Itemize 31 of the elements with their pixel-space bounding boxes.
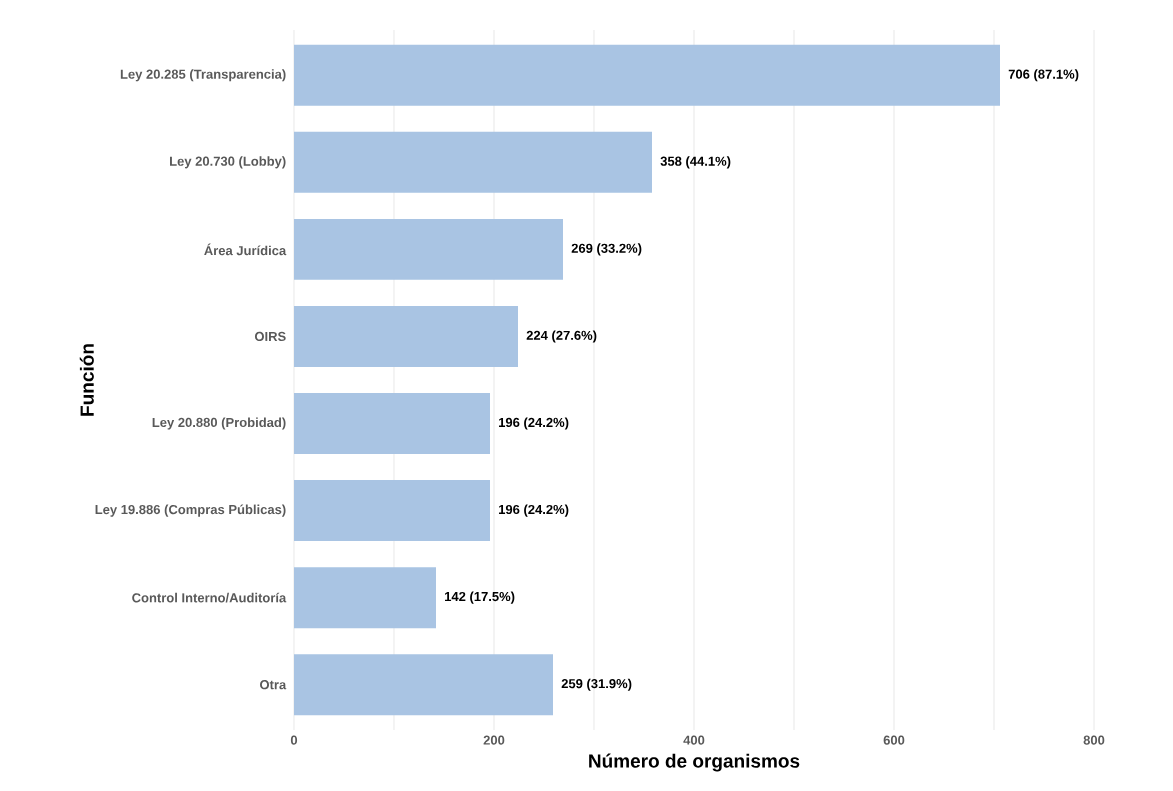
data-label: 358 (44.1%) [660, 156, 731, 169]
data-label: 269 (33.2%) [571, 243, 642, 256]
bar [294, 44, 1000, 106]
bar [294, 131, 652, 193]
x-tick-label: 0 [290, 735, 298, 745]
data-label: 196 (24.2%) [499, 504, 569, 517]
bar [294, 480, 490, 542]
data-label: 142 (17.5%) [445, 591, 515, 604]
x-axis-title: Número de organismos [589, 753, 800, 772]
bar [294, 305, 518, 367]
y-tick-label: Área Jurídica [204, 243, 287, 256]
y-axis-title: Función [79, 344, 94, 416]
bar [294, 218, 563, 280]
data-label: 196 (24.2%) [499, 417, 569, 430]
y-tick-label: Otra [260, 680, 287, 690]
y-tick-label: Ley 20.880 (Probidad) [152, 417, 286, 430]
y-tick-label: OIRS [254, 331, 286, 342]
y-tick-label: Ley 19.886 (Compras Públicas) [95, 504, 286, 517]
y-tick-label: Ley 20.285 (Transparencia) [120, 69, 286, 82]
data-label: 224 (27.6%) [526, 330, 597, 343]
x-tick-label: 600 [883, 735, 905, 745]
y-tick-label: Ley 20.730 (Lobby) [170, 156, 286, 169]
bar [294, 393, 490, 454]
x-tick-label: 200 [483, 735, 505, 745]
bar [294, 567, 436, 629]
x-tick-label: 400 [683, 735, 705, 745]
data-label: 706 (87.1%) [1008, 69, 1079, 82]
x-tick-label: 800 [1083, 735, 1105, 745]
bar [294, 654, 553, 716]
data-label: 259 (31.9%) [561, 678, 632, 691]
y-tick-label: Control Interno/Auditoría [132, 592, 287, 603]
